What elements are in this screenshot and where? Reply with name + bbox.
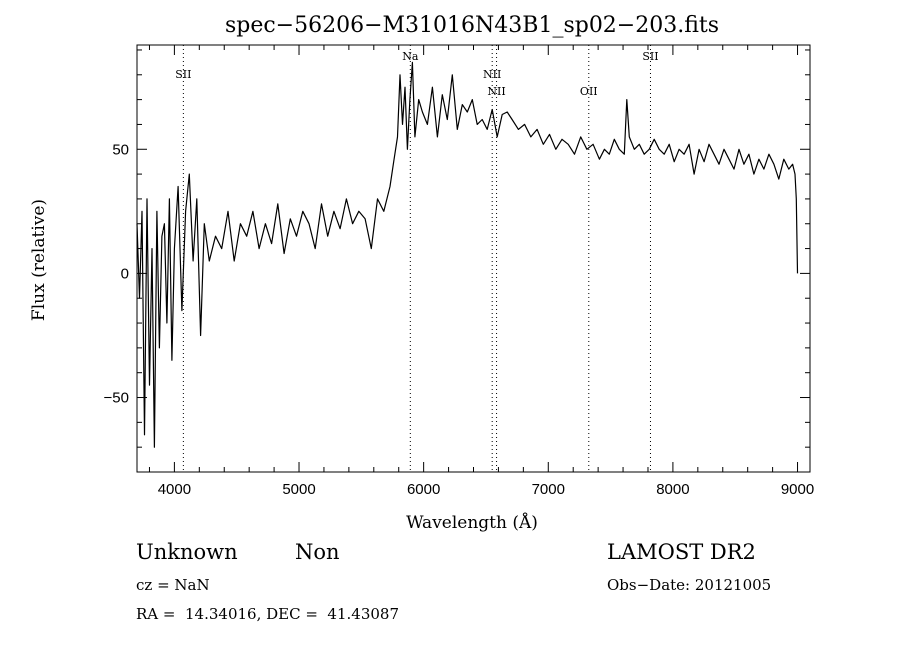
series-group	[136, 61, 799, 448]
x-axis-label: Wavelength (Å)	[406, 512, 538, 533]
spectral-line-label: SII	[175, 68, 191, 81]
x-tick-label: 9000	[781, 481, 814, 498]
spectral-line-label: SII	[642, 50, 658, 63]
obs-date: Obs−Date: 20121005	[607, 576, 772, 594]
survey-name: LAMOST DR2	[607, 540, 756, 564]
x-tick-label: 6000	[407, 481, 440, 498]
spectral-lines: SII Na NII NII OII SII	[175, 45, 659, 472]
spectral-line-label: NII	[483, 68, 501, 81]
x-tick-label: 5000	[282, 481, 315, 498]
coordinates: RA = 14.34016, DEC = 41.43087	[136, 605, 400, 623]
spectral-line-label: NII	[487, 85, 505, 98]
cz-value: cz = NaN	[136, 576, 210, 594]
axis-ticks: 4000 5000 6000 7000 8000 9000 −50 0 50	[104, 45, 814, 498]
spectrum-series-line	[136, 61, 799, 448]
y-axis-label: Flux (relative)	[29, 199, 49, 321]
spectral-line-label: Na	[402, 50, 419, 63]
y-tick-label: 0	[121, 265, 129, 282]
y-tick-label: 50	[112, 141, 129, 158]
y-tick-label: −50	[104, 390, 129, 407]
spectral-line-label: OII	[580, 85, 598, 98]
chart-title: spec−56206−M31016N43B1_sp02−203.fits	[225, 13, 719, 38]
spectral-class: Unknown	[136, 540, 238, 564]
plot-frame	[136, 44, 811, 473]
x-tick-label: 8000	[656, 481, 689, 498]
x-tick-label: 7000	[532, 481, 565, 498]
x-tick-label: 4000	[158, 481, 191, 498]
spectral-subclass: Non	[295, 540, 340, 564]
